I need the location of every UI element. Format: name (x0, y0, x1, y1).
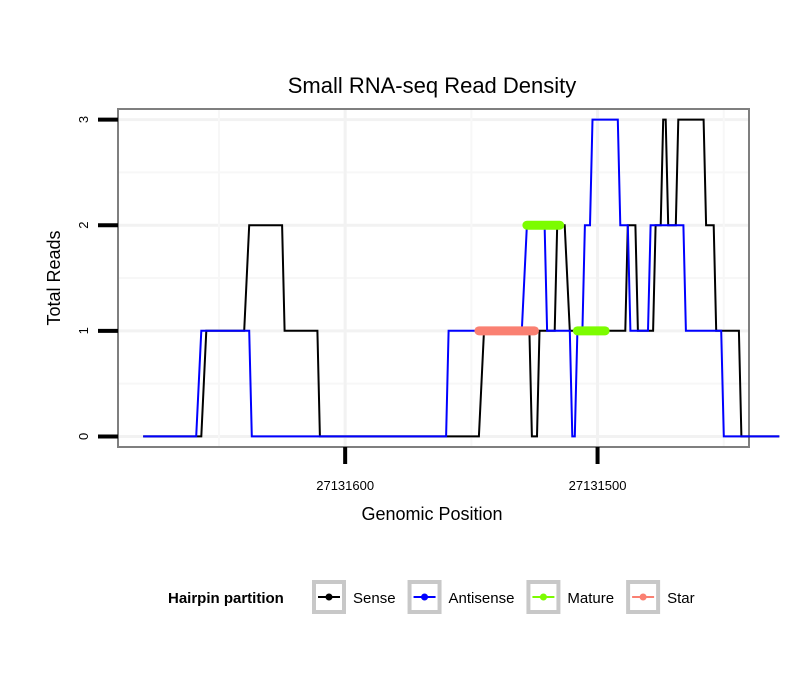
y-tick-label: 0 (76, 433, 91, 440)
x-axis-label: Genomic Position (361, 504, 502, 524)
y-axis-label: Total Reads (44, 230, 64, 325)
legend-key-point (325, 593, 333, 601)
legend-key-point (539, 593, 547, 601)
legend-label-sense: Sense (353, 590, 396, 607)
legend: Hairpin partition Sense Antisense Mature St… (168, 580, 695, 614)
y-tick-label: 1 (76, 327, 91, 334)
series-layer (143, 118, 780, 438)
y-tick-label: 2 (76, 222, 91, 229)
chart-title: Small RNA-seq Read Density (288, 73, 577, 98)
legend-label-antisense: Antisense (449, 590, 515, 607)
x-tick-label: 27131600 (316, 478, 374, 493)
legend-key-point (639, 593, 647, 601)
y-tick-label: 3 (76, 116, 91, 123)
legend-label-star: Star (667, 590, 695, 607)
axes: 27131600 27131500 0 1 2 3 (76, 116, 626, 493)
legend-title: Hairpin partition (168, 590, 284, 607)
plot-panel (117, 108, 750, 448)
legend-key-point (421, 593, 429, 601)
legend-label-mature: Mature (567, 590, 614, 607)
x-tick-label: 27131500 (569, 478, 627, 493)
